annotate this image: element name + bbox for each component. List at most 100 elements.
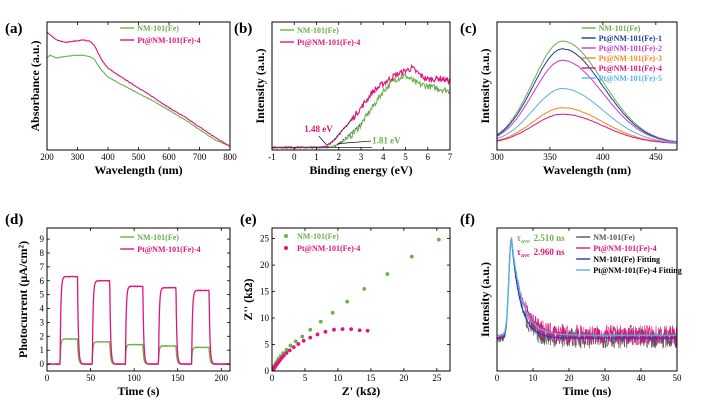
plot-frame <box>271 21 451 151</box>
panel-e: (e) 0 5 10 15 20 25 0 5 10 15 20 25 Z' (kΩ) Z'' (kΩ) NM… <box>240 212 451 398</box>
x-tick-label: 400 <box>101 152 115 162</box>
data-point <box>436 237 441 242</box>
legend-entry: Pt@NM-101(Fe)-4 Fitting <box>593 266 682 275</box>
data-point <box>281 353 286 358</box>
legend: NM-101(Fe) Pt@NM-101(Fe)-4 <box>280 26 360 47</box>
x-tick-label: 7 <box>448 152 453 162</box>
data-point <box>345 299 350 304</box>
data-point <box>291 345 296 350</box>
y-tick-label: 9 <box>40 234 45 244</box>
x-tick-label: 6 <box>426 152 431 162</box>
legend-entry: Pt@NM-101(Fe)-4 <box>137 36 200 45</box>
series-line-0 <box>272 71 450 150</box>
legend-marker <box>284 234 288 238</box>
y-tick-label: 4 <box>40 304 45 314</box>
x-tick-label: 450 <box>649 152 663 162</box>
panel-d: (d) 0 50 100 150 200 0 1 2 3 4 5 6 7 8 9 Time (s) Photocu… <box>5 212 231 398</box>
x-tick-label: 200 <box>215 373 229 383</box>
legend-entry: Pt@NM-101(Fe)-4 <box>599 64 662 73</box>
tau-subscript: ave <box>521 253 530 259</box>
data-point <box>409 254 414 259</box>
y-tick-label: 8 <box>40 248 45 258</box>
legend-entry: NM-101(Fe) <box>593 233 635 242</box>
x-tick-label: 300 <box>71 152 85 162</box>
x-tick-label: 20 <box>565 373 575 383</box>
y-axis-label: Absorbance (a.u.) <box>28 40 42 131</box>
y-tick-label: 2 <box>40 331 45 341</box>
data-point <box>330 310 335 315</box>
series-line-3 <box>497 237 677 336</box>
series-line-0 <box>47 337 230 366</box>
legend-marker <box>284 246 288 250</box>
data-point <box>284 351 289 355</box>
plot-frame <box>271 227 451 372</box>
annotation-arrow <box>318 135 327 146</box>
data-point <box>296 342 301 346</box>
panel-a: (a) 200 300 400 500 600 700 800 Wavelength (nm) A… <box>5 21 237 177</box>
series-line-5 <box>497 88 677 144</box>
legend-entry: Pt@NM-101(Fe)-4 <box>297 38 360 47</box>
x-tick-label: 0 <box>495 373 500 383</box>
legend-entry: NM-101(Fe) <box>137 233 179 242</box>
data-point <box>288 343 293 348</box>
legend: NM-101(Fe) Pt@NM-101(Fe)-4 <box>120 233 201 254</box>
data-point <box>300 334 305 339</box>
tau-annotation: τave 2.960 ns <box>517 247 565 259</box>
tau-symbol: τ <box>517 233 522 243</box>
plot-frame <box>496 227 678 372</box>
x-tick-label: 800 <box>223 152 237 162</box>
legend-entry: NM-101(Fe) Fitting <box>593 255 660 264</box>
series-line-0 <box>47 54 230 147</box>
x-tick-label: 600 <box>162 152 176 162</box>
x-axis-label: Time (s) <box>117 384 159 398</box>
x-tick-label: 2 <box>337 152 342 162</box>
x-tick-label: 200 <box>40 152 54 162</box>
plot-area <box>47 275 230 366</box>
y-tick-label: 0 <box>40 359 45 369</box>
y-tick-label: 5 <box>40 290 45 300</box>
x-tick-label: 5 <box>403 152 408 162</box>
x-tick-label: 25 <box>432 373 442 383</box>
data-point <box>308 335 313 340</box>
x-tick-label: 0 <box>270 373 275 383</box>
data-point <box>357 328 362 333</box>
panel-label: (b) <box>234 21 252 37</box>
y-tick-label: 15 <box>260 287 270 297</box>
x-tick-label: 300 <box>490 152 504 162</box>
y-tick-label: 10 <box>260 313 270 323</box>
x-tick-label: 0 <box>45 373 50 383</box>
tau-annotation: τave 2.510 ns <box>517 233 565 245</box>
legend-entry: Pt@NM-101(Fe)-2 <box>599 44 662 53</box>
x-axis-label: Wavelength (nm) <box>94 163 182 177</box>
series-line-1 <box>497 48 677 143</box>
x-tick-label: 20 <box>399 373 409 383</box>
y-tick-label: 20 <box>260 260 270 270</box>
panel-f: (f) 0 10 20 30 40 50 Time (ns) Intensity (a.u.) τ… <box>460 212 682 398</box>
panel-c: (c) 300 350 400 450 Wavelength (nm) Intensity … <box>460 21 678 177</box>
x-tick-label: 50 <box>86 373 96 383</box>
panel-label: (c) <box>460 21 477 37</box>
x-tick-label: 30 <box>601 373 611 383</box>
plot-area <box>272 237 441 371</box>
legend: NM-101(Fe) Pt@NM-101(Fe)-4 <box>120 24 201 45</box>
legend-entry: NM-101(Fe) <box>297 232 339 241</box>
data-point <box>340 327 345 332</box>
plot-area <box>47 31 230 147</box>
data-point <box>301 338 306 343</box>
panel-label: (f) <box>460 212 475 228</box>
x-tick-label: 350 <box>543 152 557 162</box>
data-point <box>362 287 367 291</box>
panel-b: (b) -1 0 1 2 3 4 5 6 7 Binding energy (eV) Intensit… <box>234 21 453 177</box>
legend-entry: Pt@NM-101(Fe)-4 <box>297 244 360 253</box>
legend-entry: NM-101(Fe) <box>137 24 179 33</box>
data-point <box>365 328 370 333</box>
legend-entry: NM-101(Fe) <box>599 24 641 33</box>
panel-label: (a) <box>5 21 23 37</box>
x-tick-label: 500 <box>132 152 146 162</box>
plot-area <box>272 63 450 150</box>
data-point <box>318 319 323 324</box>
x-axis-label: Z' (kΩ) <box>342 384 381 398</box>
y-tick-label: 0 <box>265 366 270 376</box>
x-tick-label: 100 <box>127 373 141 383</box>
